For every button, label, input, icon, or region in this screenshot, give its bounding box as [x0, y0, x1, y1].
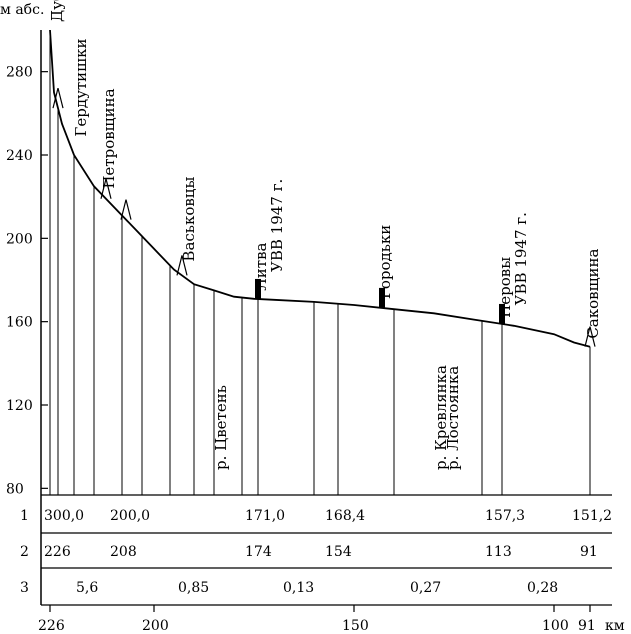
y-tick-label: 80 [6, 481, 24, 497]
row2-value-1: 208 [110, 544, 137, 560]
table-row-label-2: 2 [20, 544, 29, 560]
place-label: Гердутишки [72, 38, 90, 136]
row1-value-0: 300,0 [44, 508, 84, 524]
x-ticks: 226 200 150 100 91 [38, 605, 596, 634]
longitudinal-profile-line [49, 29, 591, 348]
place-label: Петровщина [100, 88, 118, 188]
row2-value-5: 91 [580, 544, 598, 560]
row2-value-3: 154 [325, 544, 352, 560]
place-label: Васьковцы [180, 177, 198, 262]
place-label: УВВ 1947 г. [268, 179, 286, 272]
place-label: Саковщина [584, 248, 602, 338]
river-label: р. Цветень [212, 385, 230, 470]
place-label: УВВ 1947 г. [512, 212, 530, 305]
y-tick-label: 280 [6, 65, 33, 81]
x-axis-label: км [605, 618, 625, 634]
settlement-spike [100, 178, 112, 199]
row1-value-4: 157,3 [485, 508, 525, 524]
x-tick-label: 226 [38, 618, 65, 634]
row3-value-2: 0,13 [283, 580, 314, 596]
row2-value-2: 174 [245, 544, 272, 560]
settlement-spike [120, 199, 132, 220]
row1-value-1: 200,0 [110, 508, 150, 524]
flood-mark [499, 303, 505, 324]
flood-mark [379, 287, 385, 308]
place-label: Неровы [496, 257, 514, 318]
row1-value-2: 171,0 [245, 508, 285, 524]
table-row-label-1: 1 [20, 508, 29, 524]
river-label: р. Лостоянка [444, 366, 462, 470]
table-row-label-3: 3 [20, 580, 29, 596]
row3-value-3: 0,27 [410, 580, 441, 596]
river-label: р. Кревлянка [432, 365, 450, 470]
x-tick-label: 150 [342, 618, 369, 634]
row1-value-5: 151,2 [572, 508, 612, 524]
flood-mark [255, 278, 261, 299]
settlement-spike [584, 326, 596, 347]
data-table: 1 2 3 300,0 200,0 171,0 168,4 157,3 151,… [20, 494, 612, 606]
row1-value-3: 168,4 [325, 508, 365, 524]
row3-value-4: 0,28 [527, 580, 558, 596]
row3-value-0: 5,6 [76, 580, 98, 596]
y-tick-label: 160 [6, 315, 33, 331]
place-label: Городьки [376, 225, 394, 299]
y-tick-label: 200 [6, 231, 33, 247]
x-tick-label: 200 [142, 618, 169, 634]
y-ticks: 80 120 160 200 240 280 [6, 65, 48, 497]
y-tick-label: 120 [6, 398, 33, 414]
x-tick-label: 91 [578, 618, 596, 634]
profile-verticals [49, 30, 591, 495]
y-axis-label: м абс. [0, 2, 44, 18]
place-label: Дуброво [48, 0, 66, 22]
row2-value-4: 113 [485, 544, 512, 560]
x-tick-label: 100 [542, 618, 569, 634]
place-labels: Дуброво Гердутишки Петровщина Васьковцы Литв… [48, 0, 602, 347]
place-label: Литва [252, 242, 270, 290]
row2-value-0: 226 [44, 544, 71, 560]
settlement-spike [52, 87, 64, 109]
settlement-spike [176, 255, 188, 276]
y-tick-label: 240 [6, 148, 33, 164]
row3-value-1: 0,85 [178, 580, 209, 596]
